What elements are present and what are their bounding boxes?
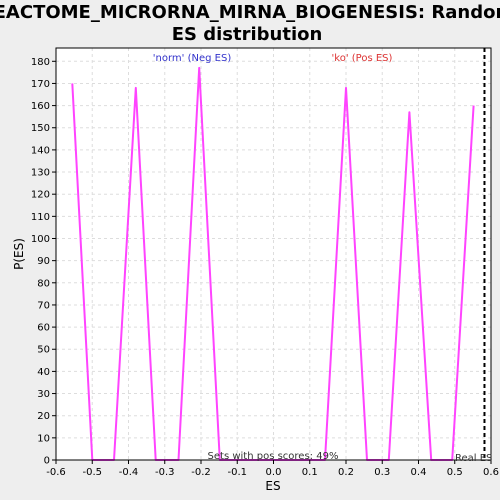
y-tick-label-5: 50 — [37, 345, 50, 356]
x-tick-label-10: 0.4 — [411, 467, 427, 478]
chart-title-line1: REACTOME_MICRORNA_MIRNA_BIOGENESIS: Rand… — [0, 2, 500, 23]
y-tick-label-17: 170 — [31, 79, 50, 90]
y-tick-label-9: 90 — [37, 256, 50, 267]
y-tick-label-11: 110 — [31, 212, 50, 223]
y-tick-label-4: 40 — [37, 367, 50, 378]
neg-es-annotation: 'norm' (Neg ES) — [153, 53, 232, 64]
y-tick-label-18: 180 — [31, 57, 50, 68]
x-tick-label-12: 0.6 — [483, 467, 499, 478]
y-tick-label-8: 80 — [37, 278, 50, 289]
y-tick-label-7: 70 — [37, 300, 50, 311]
x-tick-label-11: 0.5 — [447, 467, 463, 478]
y-tick-label-16: 160 — [31, 101, 50, 112]
x-tick-label-7: 0.1 — [302, 467, 318, 478]
y-tick-label-13: 130 — [31, 168, 50, 179]
y-tick-label-10: 100 — [31, 234, 50, 245]
y-tick-label-0: 0 — [44, 456, 50, 467]
x-axis-label: ES — [265, 479, 280, 493]
x-tick-label-3: -0.3 — [155, 467, 175, 478]
x-tick-label-5: -0.1 — [227, 467, 247, 478]
y-tick-label-15: 150 — [31, 123, 50, 134]
x-axis-ticks: -0.6 -0.5 -0.4 -0.3 -0.2 -0.1 0.0 0.1 0.2 0.3 0.4 0… — [46, 460, 499, 478]
y-axis-ticks: 0 10 20 30 40 50 60 70 80 90 100 110 120 130 140 150 160… — [31, 57, 56, 467]
y-tick-label-14: 140 — [31, 145, 50, 156]
real-es-label: Real ES — [455, 453, 492, 464]
x-tick-label-2: -0.4 — [119, 467, 139, 478]
y-tick-label-6: 60 — [37, 323, 50, 334]
x-tick-label-0: -0.6 — [46, 467, 66, 478]
pos-es-annotation: 'ko' (Pos ES) — [332, 53, 393, 64]
y-tick-label-12: 120 — [31, 190, 50, 201]
y-tick-label-1: 10 — [37, 433, 50, 444]
chart-title-line2: ES distribution — [172, 24, 323, 45]
x-tick-label-8: 0.2 — [338, 467, 354, 478]
y-axis-label: P(ES) — [12, 238, 26, 270]
x-tick-label-4: -0.2 — [191, 467, 211, 478]
y-tick-label-2: 20 — [37, 411, 50, 422]
y-tick-label-3: 30 — [37, 389, 50, 400]
x-tick-label-9: 0.3 — [374, 467, 390, 478]
sets-pos-scores-annotation: Sets with pos scores: 49% — [208, 451, 339, 462]
x-tick-label-6: 0.0 — [266, 467, 282, 478]
x-tick-label-1: -0.5 — [82, 467, 102, 478]
